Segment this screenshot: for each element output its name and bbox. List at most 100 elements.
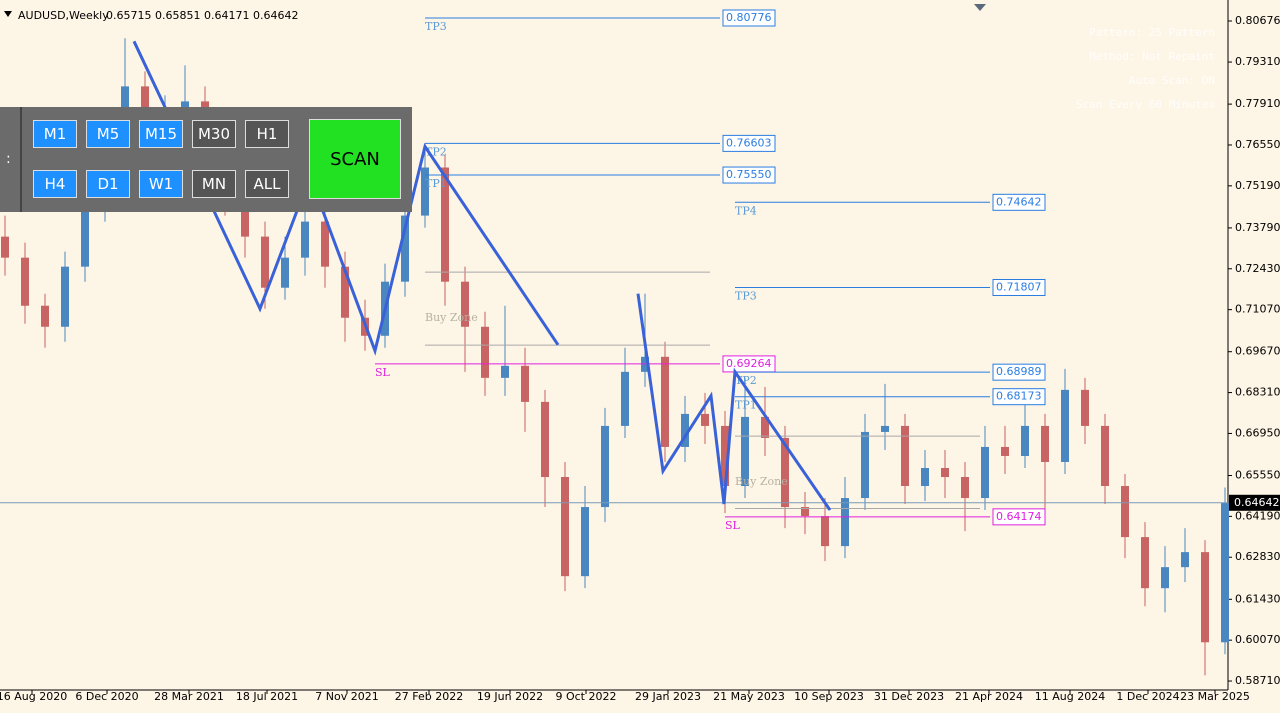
candle-body [901,425,909,487]
candle-body [761,416,769,438]
candle-body [241,197,249,237]
y-tick-label: 0.66950 [1235,426,1280,439]
candle-body [921,467,929,487]
level-price-box [992,508,1046,526]
x-tick-label: 29 Jan 2023 [635,690,701,703]
candle-body [481,326,489,378]
scan-button[interactable]: SCAN [309,119,401,199]
level-price: 0.71807 [996,280,1042,293]
buy-zone-label: Buy Zone [425,311,478,324]
candle-body [41,305,49,327]
candle-body [1141,537,1149,589]
candle-body [741,416,749,487]
candle-body [1,236,9,258]
level-price: 0.76603 [726,136,772,149]
candle-body [61,266,69,327]
y-tick-label: 0.69670 [1235,345,1280,358]
zigzag [132,40,560,356]
x-tick-label: 21 Apr 2024 [955,690,1023,703]
level-name: SL [725,519,741,532]
level-price: 0.69264 [726,357,772,370]
timeframe-button[interactable]: M30 [192,120,236,148]
candle-body [441,167,449,282]
y-tick-label: 0.71070 [1235,303,1280,316]
timeframe-button[interactable]: MN [192,170,236,198]
candle-body [321,221,329,267]
candle-body [581,507,589,577]
level-price-box [722,134,776,152]
x-tick-label: 18 Jul 2021 [236,690,298,703]
candle-body [81,206,89,267]
info-text: Scan Every 60 Minutes [1076,98,1215,111]
x-tick-label: 19 Jun 2022 [477,690,543,703]
y-tick-label: 0.60070 [1235,633,1280,646]
candle-body [341,266,349,318]
x-tick-label: 10 Sep 2023 [794,690,864,703]
timeframe-panel: : SCAN M1 M5 M15 M30 H1 H4 D1 W1 MN ALL [0,107,412,212]
timeframe-button[interactable]: H4 [33,170,77,198]
timeframe-button[interactable]: D1 [86,170,130,198]
candle-body [1221,502,1229,643]
y-tick-label: 0.62830 [1235,550,1280,563]
y-tick-label: 0.79310 [1235,55,1280,68]
timeframe-button[interactable]: H1 [245,120,289,148]
shift-marker [974,4,986,11]
panel-divider [20,107,22,212]
level-price-box [992,193,1046,211]
candle-body [421,167,429,216]
candle-body [981,446,989,499]
level-price: 0.75550 [726,168,772,181]
candle-body [721,425,729,487]
y-tick-label: 0.80676 [1235,14,1280,27]
candle-body [541,401,549,478]
level-price: 0.68173 [996,390,1042,403]
info-text: Auto Scan: ON [1129,74,1215,87]
candle-body [21,257,29,306]
candle-body [501,365,509,378]
current-price-box [1229,494,1280,511]
timeframe-button[interactable]: M1 [33,120,77,148]
candle-body [601,425,609,508]
candle-body [781,437,789,508]
candle-body [801,507,809,517]
candle-body [961,477,969,499]
timeframe-button[interactable]: M15 [139,120,183,148]
level-price-box [722,9,776,27]
candle-body [881,425,889,432]
y-tick-label: 0.76550 [1235,138,1280,151]
x-tick-label: 1 Dec 2024 [1116,690,1179,703]
y-tick-label: 0.58710 [1235,674,1280,687]
candle-body [521,365,529,402]
candle-body [1081,389,1089,426]
zigzag [636,293,832,511]
x-tick-label: 9 Oct 2022 [555,690,616,703]
candle-body [1161,567,1169,589]
timeframe-button[interactable]: W1 [139,170,183,198]
info-text: Pattern: 25 Pattern [1089,26,1215,39]
x-tick-label: 27 Feb 2022 [395,690,463,703]
x-tick-label: 11 Aug 2024 [1035,690,1105,703]
x-tick-label: 28 Mar 2021 [154,690,224,703]
level-name: TP3 [735,289,757,302]
x-tick-label: 16 Aug 2020 [0,690,67,703]
candle-body [561,477,569,577]
candle-body [661,356,669,447]
level-price: 0.74642 [996,195,1042,208]
y-tick-label: 0.77910 [1235,97,1280,110]
candle-body [1101,425,1109,487]
y-tick-label: 0.68310 [1235,386,1280,399]
candle-body [1041,425,1049,462]
candle-body [1121,486,1129,538]
y-tick-label: 0.72430 [1235,262,1280,275]
timeframe-button[interactable]: M5 [86,120,130,148]
panel-handle[interactable]: : [6,151,11,167]
x-tick-label: 23 Mar 2025 [1180,690,1250,703]
level-price-box [992,278,1046,296]
timeframe-button[interactable]: ALL [245,170,289,198]
level-price-box [722,166,776,184]
y-tick-label: 0.65550 [1235,469,1280,482]
candle-body [1201,552,1209,643]
candle-body [281,257,289,288]
buy-zone-label: Buy Zone [735,475,788,488]
level-price-box [992,363,1046,381]
